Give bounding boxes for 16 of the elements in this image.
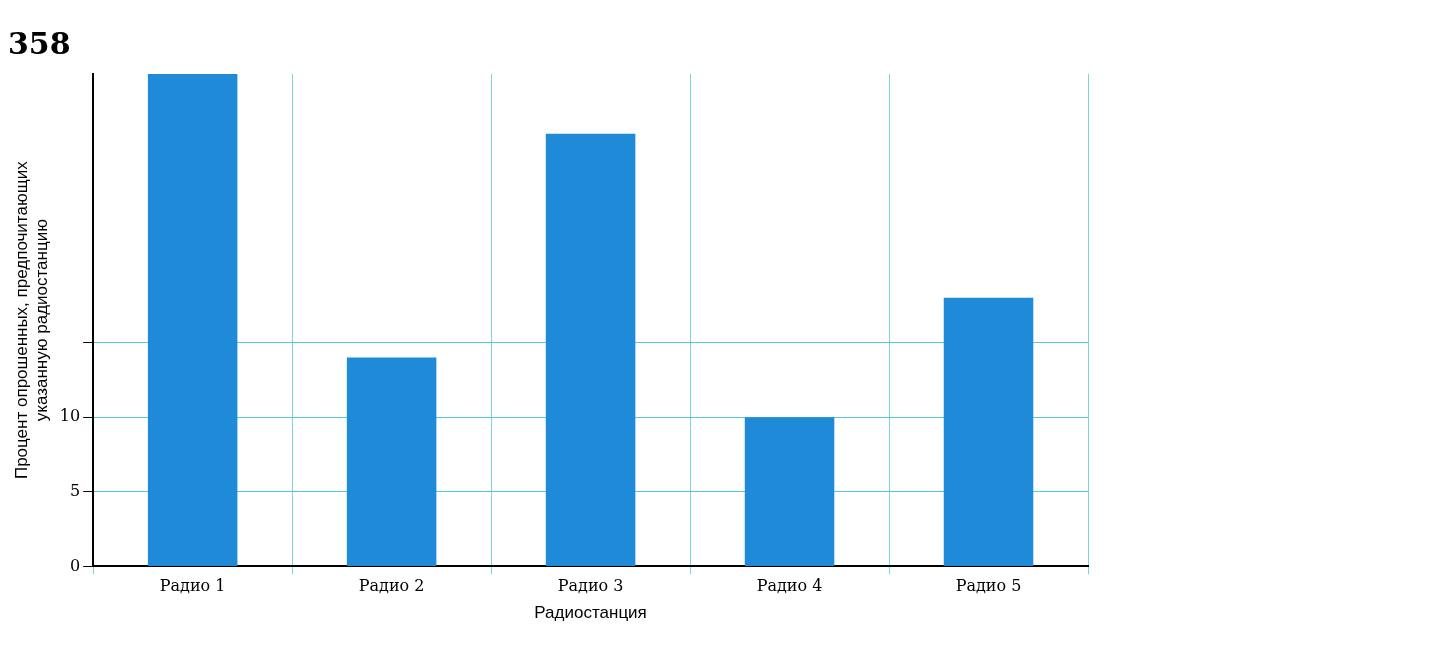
bar: [744, 417, 835, 566]
bar: [943, 297, 1034, 566]
x-tick-label: Радио 1: [159, 576, 226, 596]
bar: [346, 357, 437, 566]
chart-title: 358: [8, 25, 71, 61]
y-tick-label: 0: [69, 555, 81, 575]
x-tick-label: Радио 4: [756, 576, 823, 596]
x-tick-label: Радио 2: [358, 576, 425, 596]
y-tick-label: 10: [59, 406, 81, 426]
y-tick-label: 5: [69, 480, 81, 500]
x-tick-label: Радио 5: [955, 576, 1022, 596]
x-axis-title: Радиостанция: [534, 603, 647, 623]
bar: [147, 74, 238, 566]
bar: [545, 133, 636, 566]
x-tick-label: Радио 3: [557, 576, 624, 596]
y-axis-title: Процент опрошенных, предпочитающих указанную радиостанцию: [11, 160, 52, 480]
